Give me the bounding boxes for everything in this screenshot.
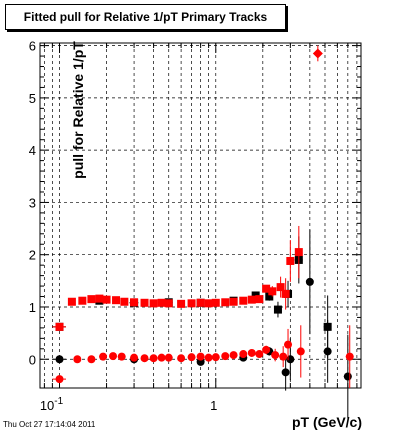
y-tick-label: 2 bbox=[29, 248, 36, 263]
data-point-square bbox=[149, 299, 158, 308]
data-point-square bbox=[281, 289, 290, 298]
x-tick-label: 10-1 bbox=[40, 396, 64, 413]
data-point-circle bbox=[284, 340, 293, 349]
data-point-diamond bbox=[312, 48, 323, 59]
data-point-square bbox=[120, 297, 129, 306]
data-point-square bbox=[229, 297, 238, 306]
data-point-circle bbox=[229, 351, 238, 360]
data-point-circle bbox=[177, 354, 186, 363]
data-point-circle bbox=[204, 353, 213, 362]
data-point-square bbox=[239, 296, 248, 305]
data-point-square bbox=[78, 296, 87, 305]
data-point-circle bbox=[221, 352, 230, 361]
y-tick-label: 5 bbox=[29, 91, 36, 106]
series-1 bbox=[52, 45, 354, 388]
data-point-circle bbox=[117, 352, 126, 361]
data-point-circle bbox=[187, 353, 196, 362]
data-point-circle bbox=[109, 352, 118, 361]
data-point-square bbox=[204, 299, 213, 308]
data-point-circle bbox=[55, 375, 64, 384]
series-0 bbox=[52, 229, 352, 419]
data-point-square bbox=[247, 295, 256, 304]
data-point-square bbox=[221, 298, 230, 307]
data-point-circle bbox=[239, 350, 248, 359]
chart-title: Fitted pull for Relative 1/pT Primary Tr… bbox=[5, 4, 286, 30]
data-point-square bbox=[187, 299, 196, 308]
data-point-square bbox=[276, 283, 285, 292]
data-point-circle bbox=[271, 351, 280, 360]
data-point-circle bbox=[196, 352, 205, 361]
data-point-square bbox=[268, 287, 277, 296]
data-point-circle bbox=[255, 350, 264, 359]
y-tick-label: 1 bbox=[29, 300, 36, 315]
data-point-square bbox=[196, 298, 205, 307]
x-tick-label: 1 bbox=[210, 398, 217, 413]
tick-labels: 0 1 2 3 4 5 6 10-1 1 bbox=[29, 39, 218, 413]
data-point-circle bbox=[130, 353, 139, 362]
y-axis-label: pull for Relative 1/pT bbox=[70, 41, 86, 179]
y-tick-label: 0 bbox=[29, 352, 36, 367]
data-point-square bbox=[273, 305, 282, 314]
data-point-circle bbox=[140, 354, 149, 363]
data-point-circle bbox=[281, 368, 290, 377]
data-point-square bbox=[286, 256, 295, 265]
data-point-circle bbox=[323, 347, 332, 356]
data-point-circle bbox=[296, 347, 305, 356]
data-point-circle bbox=[164, 353, 173, 362]
data-point-square bbox=[55, 322, 64, 331]
data-point-square bbox=[67, 297, 76, 306]
y-tick-label: 4 bbox=[29, 143, 36, 158]
data-point-circle bbox=[343, 372, 352, 381]
data-point-square bbox=[157, 298, 166, 307]
data-point-square bbox=[140, 298, 149, 307]
data-point-square bbox=[265, 292, 274, 301]
data-point-circle bbox=[55, 355, 64, 364]
data-point-square bbox=[211, 298, 220, 307]
data-point-square bbox=[130, 298, 139, 307]
data-point-square bbox=[255, 295, 264, 304]
y-tick-label: 6 bbox=[29, 39, 36, 54]
data-marks bbox=[52, 45, 354, 419]
y-tick-label: 3 bbox=[29, 195, 36, 210]
data-point-circle bbox=[305, 277, 314, 286]
data-point-circle bbox=[73, 355, 82, 364]
data-point-circle bbox=[279, 352, 288, 361]
data-point-circle bbox=[247, 348, 256, 357]
data-point-circle bbox=[87, 355, 96, 364]
x-axis-label: pT (GeV/c) bbox=[291, 414, 362, 430]
data-point-circle bbox=[211, 353, 220, 362]
data-point-square bbox=[102, 295, 111, 304]
data-point-square bbox=[164, 299, 173, 308]
data-point-circle bbox=[262, 345, 271, 354]
data-point-circle bbox=[149, 354, 158, 363]
data-point-circle bbox=[157, 353, 166, 362]
data-point-circle bbox=[345, 352, 354, 361]
data-point-square bbox=[177, 299, 186, 308]
axes bbox=[39, 42, 362, 389]
data-point-square bbox=[112, 296, 121, 305]
timestamp: Thu Oct 27 17:14:04 2011 bbox=[3, 420, 96, 429]
data-point-square bbox=[87, 295, 96, 304]
data-point-circle bbox=[99, 352, 108, 361]
data-point-square bbox=[95, 294, 104, 303]
data-point-square bbox=[262, 284, 271, 293]
data-point-square bbox=[294, 248, 303, 257]
